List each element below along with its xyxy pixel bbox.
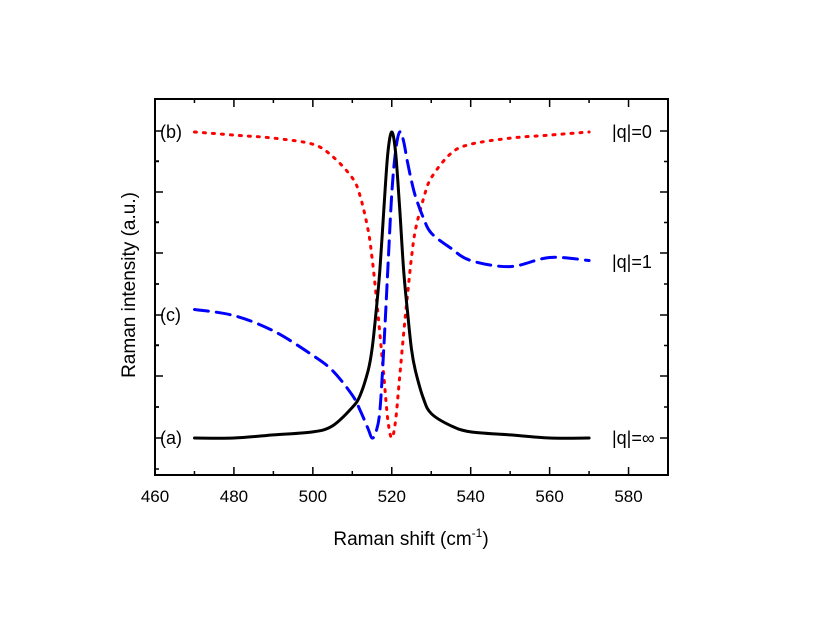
series-lines (193, 130, 591, 440)
x-tick-label: 500 (299, 487, 327, 506)
curve-tag-right: |q|=1 (612, 252, 652, 272)
x-tick-label: 460 (141, 487, 169, 506)
series-line-dotted (193, 130, 591, 440)
axis-ticks (154, 99, 669, 475)
curve-annotations: (a) |q|=∞ (b) |q|=0 (c) |q|=1 (160, 122, 655, 448)
x-axis-title: Raman shift (cm-1) (333, 526, 488, 550)
x-tick-label: 480 (220, 487, 248, 506)
curve-tag-right: |q|=∞ (612, 428, 655, 448)
x-tick-label: 560 (535, 487, 563, 506)
curve-label-left: (b) (160, 122, 182, 142)
curve-label-left: (a) (160, 428, 182, 448)
plot-frame (154, 98, 669, 476)
series-line-solid (193, 130, 591, 440)
curve-label-left: (c) (160, 305, 181, 325)
y-axis-title: Raman intensity (a.u.) (119, 192, 140, 378)
curve-tag-right: |q|=0 (612, 122, 652, 142)
x-tick-labels: 460 480 500 520 540 560 580 (141, 487, 643, 506)
x-tick-label: 580 (614, 487, 642, 506)
series-line-dashed (193, 130, 591, 440)
x-tick-label: 520 (378, 487, 406, 506)
x-tick-label: 540 (457, 487, 485, 506)
